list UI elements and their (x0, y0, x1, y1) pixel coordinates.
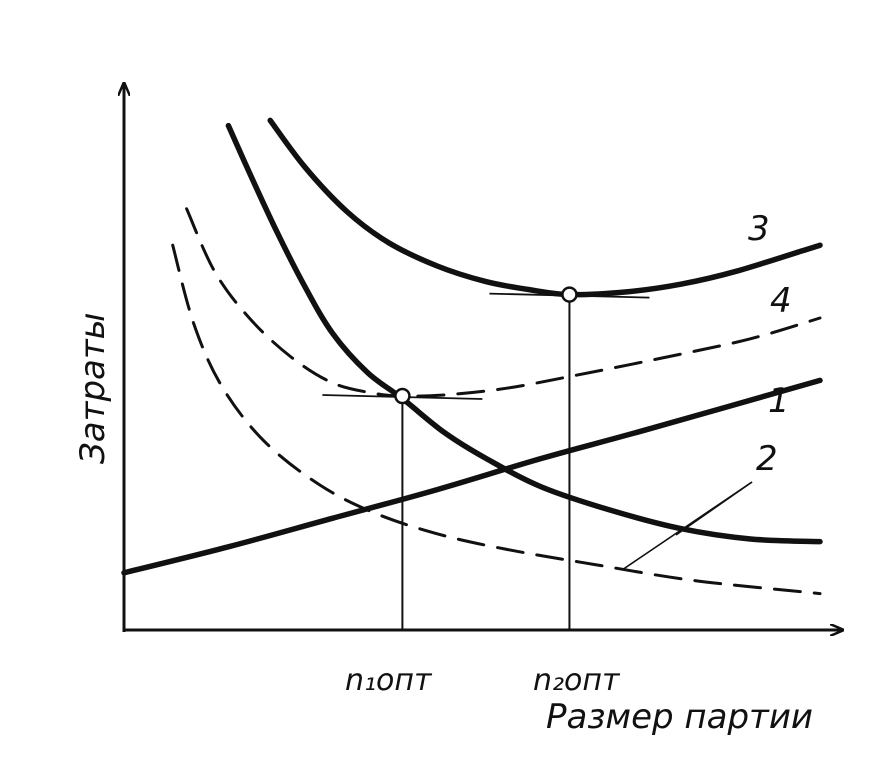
series-2-line (171, 243, 822, 596)
series-curve-a-line (225, 122, 823, 545)
series-3-line (267, 117, 823, 298)
curve-label-3: 3 (748, 209, 770, 249)
x-axis-title: Размер партии (546, 697, 813, 737)
callout-line (675, 481, 753, 536)
text-layer: 3 4 1 2 n₁опт n₂опт Размер партии Затрат… (73, 209, 813, 737)
optimum-point-2 (561, 286, 578, 303)
curve-2-callout (621, 481, 753, 571)
series-layer (121, 117, 823, 596)
tick-label-n1opt: n₁опт (345, 663, 433, 698)
curve-label-4: 4 (770, 281, 792, 321)
tick-label-n2opt: n₂опт (533, 663, 621, 698)
optimum-point-1 (394, 387, 411, 405)
y-axis-title: Затраты (73, 312, 113, 464)
curve-label-2: 2 (756, 439, 778, 479)
axes (124, 84, 842, 632)
series-4-line (185, 207, 822, 398)
curve-label-1: 1 (768, 381, 790, 421)
series-1-line (121, 377, 823, 576)
optimum-marker-layer (322, 286, 650, 630)
